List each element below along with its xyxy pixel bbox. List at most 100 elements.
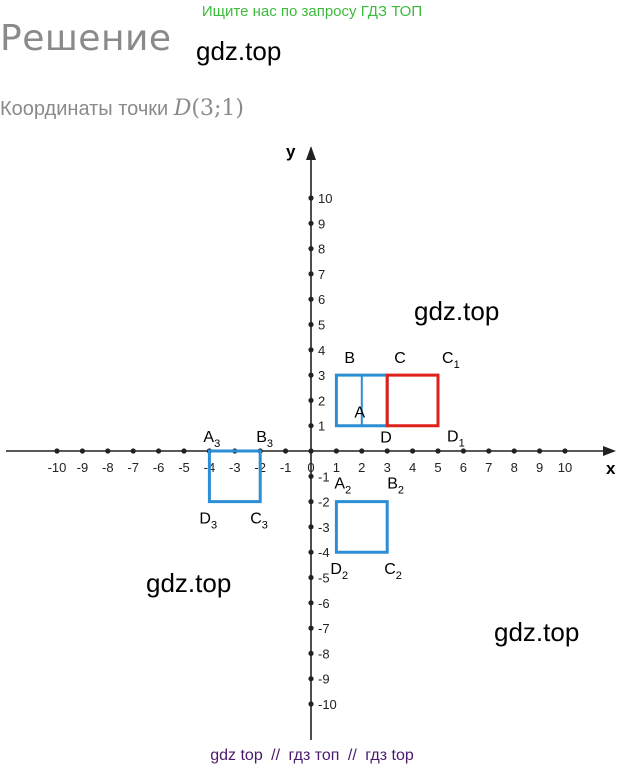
x-tick-label: 3 <box>384 460 391 475</box>
coordinate-plane: xy-10 -9 -8 -7 -6 -5 -4 -3 -2 -1 0 1 2 3 4 5 6 7 8 9 10-10-9… <box>6 142 616 740</box>
x-tick-label: 4 <box>409 460 416 475</box>
x-tick-dot <box>511 448 517 454</box>
point-letter: C <box>250 511 262 528</box>
x-tick-dot <box>283 448 289 454</box>
task-subtitle: Координаты точки D(3;1) <box>0 96 244 121</box>
y-tick-label: -4 <box>318 545 330 560</box>
point-label: C <box>394 350 406 367</box>
y-tick-dot <box>308 347 314 353</box>
x-tick-dot <box>156 448 162 454</box>
point-label: B <box>344 350 355 367</box>
y-tick-label: 10 <box>318 191 332 206</box>
point-letter: A <box>203 429 214 446</box>
x-tick-dot <box>79 448 85 454</box>
point-subscript: 1 <box>459 438 465 450</box>
y-tick-dot <box>308 574 314 581</box>
link-gdz-top[interactable]: gdz top <box>210 747 263 764</box>
search-banner[interactable]: Ищите нас по запросу ГДЗ ТОП <box>201 3 423 20</box>
point-label: A2 <box>334 476 351 497</box>
x-tick-dot <box>410 448 416 454</box>
x-tick-label: -10 <box>48 460 67 475</box>
y-tick-dot <box>308 499 314 505</box>
y-tick-dot <box>308 296 314 302</box>
x-tick-label: 2 <box>358 460 365 475</box>
y-tick-dot <box>308 650 314 657</box>
point-letter: D <box>199 511 211 528</box>
y-tick-label: 9 <box>318 216 325 231</box>
y-tick-dot <box>308 600 314 606</box>
y-tick-label: -1 <box>318 469 330 484</box>
x-axis-label: x <box>606 459 616 478</box>
point-letter: D <box>173 96 192 121</box>
point-letter: D <box>447 429 459 446</box>
y-tick-label: 8 <box>318 242 325 257</box>
point-letter: D <box>330 561 342 578</box>
link-separator: // <box>271 747 281 764</box>
x-tick-label: -1 <box>280 460 292 475</box>
point-letter: C <box>384 561 396 578</box>
y-tick-label: 6 <box>318 292 325 307</box>
x-tick-label: 1 <box>333 460 340 475</box>
link-gdz-top-mixed[interactable]: гдз top <box>365 747 414 764</box>
x-tick-dot <box>562 448 568 454</box>
point-subscript: 3 <box>267 438 273 450</box>
x-tick-dot <box>181 448 187 454</box>
y-tick-label: 4 <box>318 343 325 358</box>
y-tick-dot <box>308 246 314 252</box>
y-tick-dot <box>308 195 314 201</box>
x-tick-dot <box>460 448 466 454</box>
point-label: B3 <box>256 429 273 450</box>
x-tick-label: -7 <box>127 460 139 475</box>
point-subscript: 3 <box>211 520 217 532</box>
page-title: Решение <box>0 18 172 59</box>
y-tick-dot <box>308 549 314 555</box>
point-letter: B <box>344 350 355 367</box>
subtitle-prefix: Координаты точки <box>0 98 169 120</box>
x-tick-dot <box>105 448 111 454</box>
point-subscript: 2 <box>345 485 351 497</box>
y-tick-label: -9 <box>318 672 330 687</box>
point-letter: C <box>442 350 454 367</box>
x-tick-label: 0 <box>307 460 314 475</box>
point-label: A <box>354 405 365 422</box>
x-tick-dot <box>486 448 492 454</box>
point-label: D2 <box>330 561 348 582</box>
watermark: gdz.top <box>414 296 500 326</box>
y-tick-label: 2 <box>318 393 325 408</box>
point-label: C2 <box>384 561 402 582</box>
y-tick-label: -6 <box>318 596 330 611</box>
x-tick-label: -6 <box>153 460 165 475</box>
x-tick-dot <box>537 448 543 454</box>
point-label: A3 <box>203 429 220 450</box>
y-tick-dot <box>308 271 314 277</box>
point-subscript: 2 <box>342 570 348 582</box>
point-label: D <box>380 430 392 447</box>
x-axis-arrow <box>603 446 616 456</box>
point-subscript: 3 <box>262 520 268 532</box>
watermark: gdz.top <box>146 568 232 598</box>
subtitle-point: D(3;1) <box>174 96 244 121</box>
y-tick-label: -8 <box>318 646 330 661</box>
point-subscript: 2 <box>396 570 402 582</box>
point-label: B2 <box>387 476 404 497</box>
y-tick-label: -7 <box>318 621 330 636</box>
x-tick-label: -3 <box>229 460 241 475</box>
y-tick-label: 3 <box>318 368 325 383</box>
y-tick-dot <box>308 397 314 403</box>
x-tick-dot <box>384 448 390 454</box>
y-tick-dot <box>308 321 314 328</box>
x-tick-label: 6 <box>460 460 467 475</box>
y-tick-dot <box>308 220 314 226</box>
bottom-links: gdz top // гдз топ // гдз top <box>0 747 624 765</box>
y-axis-label: y <box>286 142 296 161</box>
y-tick-dot <box>308 625 314 631</box>
x-tick-label: 5 <box>434 460 441 475</box>
x-tick-label: 7 <box>485 460 492 475</box>
point-label: C3 <box>250 511 268 532</box>
x-tick-label: -9 <box>77 460 89 475</box>
y-tick-label: -5 <box>318 571 330 586</box>
point-letter: C <box>394 350 406 367</box>
watermark: gdz.top <box>494 617 580 647</box>
y-tick-label: -10 <box>318 697 337 712</box>
link-gdz-top-ru[interactable]: гдз топ <box>288 747 340 764</box>
